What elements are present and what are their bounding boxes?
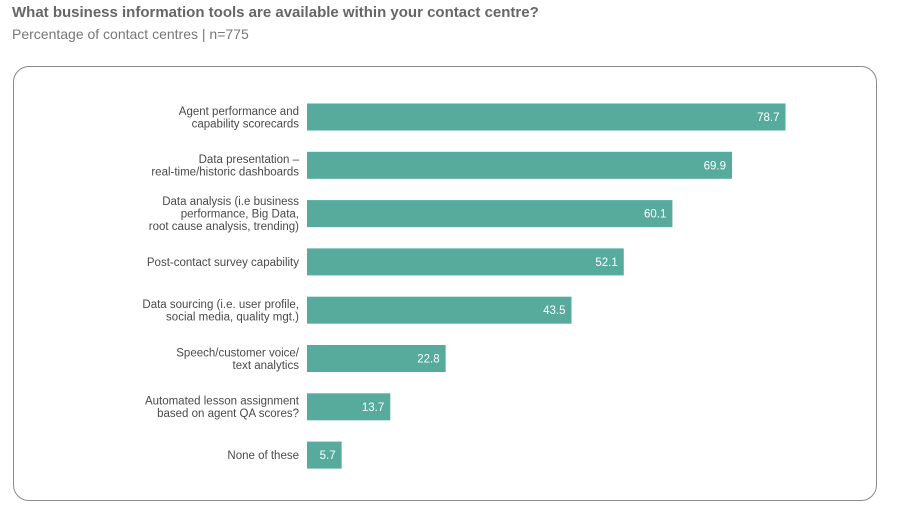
category-label-6: Automated lesson assignment based on agen… [145,396,300,421]
category-label-7: None of these [227,450,299,462]
category-label-1: Data presentation – real-time/historic da… [151,154,299,179]
category-label-3: Post-contact survey capability [147,257,299,269]
bar-0 [307,103,786,131]
bar-2 [307,200,673,228]
category-label-5: Speech/customer voice/text analytics [176,347,300,372]
value-label-6: 13.7 [362,402,384,414]
value-label-5: 22.8 [417,354,439,366]
value-label-3: 52.1 [595,257,617,269]
value-label-1: 69.9 [704,160,726,172]
bar-4 [307,296,572,324]
bar-7 [307,441,342,469]
category-label-0: Agent performance and capability scorecar… [179,106,299,131]
category-label-2: Data analysis (i.e business performance, … [149,196,299,233]
chart-subtitle: Percentage of contact centres | n=775 [12,26,249,42]
bar-3 [307,248,624,276]
value-label-7: 5.7 [320,450,336,462]
value-label-4: 43.5 [543,305,565,317]
bar-5 [307,345,446,372]
category-label-4: Data sourcing (i.e. user profile, social … [142,299,299,324]
value-label-2: 60.1 [644,209,666,221]
chart-panel [13,66,877,501]
value-label-0: 78.7 [757,112,779,124]
bar-1 [307,151,732,179]
chart-title: What business information tools are avai… [12,4,539,21]
bar-6 [307,393,391,421]
